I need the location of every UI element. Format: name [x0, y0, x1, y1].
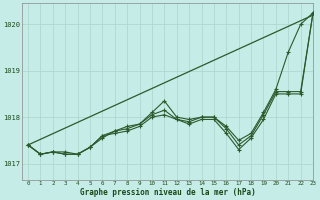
- X-axis label: Graphe pression niveau de la mer (hPa): Graphe pression niveau de la mer (hPa): [80, 188, 255, 197]
